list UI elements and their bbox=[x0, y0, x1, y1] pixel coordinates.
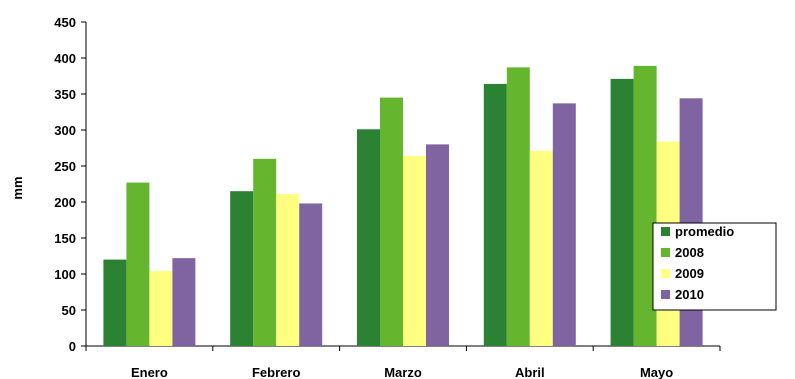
legend-swatch-2008 bbox=[661, 248, 670, 257]
legend-label-promedio: promedio bbox=[675, 224, 734, 239]
bar-2010-abril bbox=[552, 103, 576, 346]
x-tick-label: Enero bbox=[131, 365, 168, 379]
bar-2009-marzo bbox=[403, 155, 426, 346]
bar-promedio-febrero bbox=[230, 191, 254, 346]
y-tick-label: 350 bbox=[54, 87, 76, 102]
y-tick-label: 250 bbox=[54, 159, 76, 174]
legend-swatch-2010 bbox=[661, 290, 670, 299]
bar-promedio-abril bbox=[483, 83, 507, 347]
bar-2008-marzo bbox=[380, 97, 403, 346]
x-tick-label: Abril bbox=[515, 365, 545, 379]
bar-2010-marzo bbox=[426, 144, 449, 346]
x-tick-label: Marzo bbox=[384, 365, 422, 379]
y-tick-label: 450 bbox=[54, 15, 76, 30]
bar-2010-febrero bbox=[299, 203, 323, 346]
bar-2010-enero bbox=[172, 258, 196, 346]
bar-2009-febrero bbox=[276, 194, 300, 346]
y-tick-label: 50 bbox=[62, 303, 76, 318]
legend: promedio 2008 2009 2010 bbox=[652, 222, 777, 311]
bar-2008-enero bbox=[126, 182, 150, 346]
legend-label-2008: 2008 bbox=[675, 245, 704, 260]
bar-promedio-enero bbox=[103, 259, 127, 346]
legend-label-2009: 2009 bbox=[675, 266, 704, 281]
y-tick-label: 0 bbox=[69, 339, 76, 354]
y-axis: 0 50 100 150 200 250 300 350 400 450 bbox=[54, 15, 87, 354]
y-tick-label: 200 bbox=[54, 195, 76, 210]
x-tick-label: Febrero bbox=[252, 365, 300, 379]
bar-2009-abril bbox=[529, 150, 553, 346]
bar-promedio-mayo bbox=[610, 78, 634, 346]
bar-2008-mayo bbox=[633, 65, 657, 347]
legend-label-2010: 2010 bbox=[675, 287, 704, 302]
bar-2009-enero bbox=[149, 271, 173, 346]
legend-box bbox=[652, 222, 777, 311]
y-tick-label: 400 bbox=[54, 51, 76, 66]
x-tick-label: Mayo bbox=[640, 365, 673, 379]
y-tick-label: 100 bbox=[54, 267, 76, 282]
bar-2008-abril bbox=[506, 67, 530, 347]
y-tick-label: 300 bbox=[54, 123, 76, 138]
bars bbox=[103, 65, 703, 347]
legend-swatch-promedio bbox=[661, 227, 670, 236]
bar-promedio-marzo bbox=[357, 129, 380, 346]
y-tick-label: 150 bbox=[54, 231, 76, 246]
legend-swatch-2009 bbox=[661, 269, 670, 278]
x-axis: Enero Febrero Marzo Abril Mayo bbox=[85, 345, 721, 379]
bar-2008-febrero bbox=[253, 158, 277, 346]
y-axis-title: mm bbox=[10, 176, 25, 199]
